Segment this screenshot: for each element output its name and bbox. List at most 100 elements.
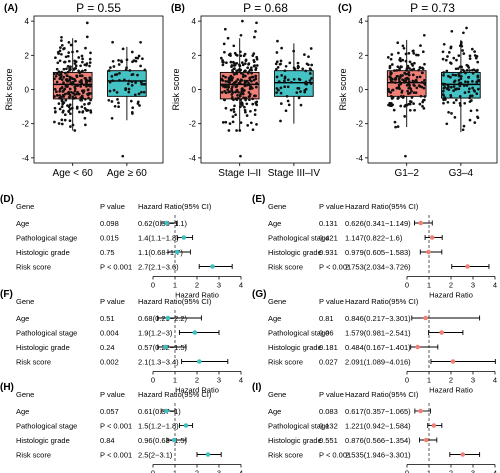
data-point <box>64 98 68 102</box>
data-point <box>387 87 390 91</box>
data-point <box>449 95 453 99</box>
data-point <box>423 79 426 82</box>
data-point <box>456 67 460 70</box>
row-gene: Histologic grade <box>16 248 70 257</box>
data-point <box>60 118 64 122</box>
data-point <box>245 114 249 117</box>
data-point <box>238 105 242 109</box>
hr-point <box>415 344 420 350</box>
data-point <box>403 79 406 83</box>
data-point <box>470 68 474 72</box>
data-point <box>241 63 245 67</box>
data-point <box>85 35 89 39</box>
data-point <box>250 71 253 75</box>
plot-title: P = 0.68 <box>243 1 288 15</box>
data-point <box>407 51 411 55</box>
data-point <box>230 95 234 99</box>
data-point <box>65 79 69 83</box>
data-point <box>416 53 420 57</box>
data-point <box>62 101 65 105</box>
data-point <box>134 81 137 84</box>
data-point <box>411 73 415 77</box>
data-point <box>126 82 130 86</box>
data-point <box>389 57 393 61</box>
data-point <box>85 21 89 25</box>
data-point <box>60 39 63 42</box>
panel-tag: (E) <box>252 194 265 205</box>
x-tick-label: 3 <box>471 376 475 385</box>
data-point <box>445 122 449 126</box>
jitter-points <box>107 40 147 158</box>
data-point <box>110 75 114 78</box>
data-point <box>233 104 236 108</box>
data-point <box>457 74 461 78</box>
data-point <box>279 102 283 105</box>
y-tick-label: 0 <box>192 86 197 95</box>
header-p-value: P value <box>100 297 125 306</box>
data-point <box>393 69 396 72</box>
data-point <box>458 101 462 105</box>
x-tick-label: 3 <box>217 281 221 290</box>
data-point <box>130 73 134 77</box>
data-point <box>451 73 455 77</box>
data-point <box>255 21 258 25</box>
data-point <box>420 71 424 75</box>
y-axis-label: Risk score <box>338 68 348 110</box>
data-point <box>389 79 393 83</box>
data-point <box>243 108 247 112</box>
data-point <box>62 75 66 79</box>
row-hazard-ratio: 2.7(2.1−3.6) <box>138 263 179 272</box>
data-point <box>77 69 80 73</box>
hr-point <box>423 315 428 321</box>
header-hazard-ratio: Hazard Ratio(95% CI) <box>138 202 212 211</box>
data-point <box>275 60 279 64</box>
hr-point <box>210 264 215 269</box>
data-point <box>57 70 61 74</box>
data-point <box>389 77 393 81</box>
data-point <box>254 68 258 72</box>
data-point <box>469 94 472 98</box>
row-hazard-ratio: 0.846(0.217−3.301) <box>345 314 411 323</box>
data-point <box>81 110 85 113</box>
data-point <box>235 72 239 76</box>
y-tick-label: -4 <box>189 154 197 163</box>
data-point <box>83 116 87 120</box>
x-tick-label: 1 <box>427 469 431 473</box>
data-point <box>89 98 92 102</box>
data-point <box>401 96 405 99</box>
data-point <box>61 110 65 114</box>
data-point <box>474 69 478 73</box>
data-point <box>305 62 309 66</box>
row-hazard-ratio: 1.9(1.2−3) <box>138 329 173 338</box>
data-point <box>252 52 256 55</box>
row-gene: Pathological stage <box>268 234 329 243</box>
data-point <box>74 39 77 43</box>
data-point <box>461 68 465 72</box>
data-point <box>390 53 394 56</box>
x-tick-label: 0 <box>151 281 155 290</box>
data-point <box>458 44 462 48</box>
data-point <box>393 120 397 124</box>
row-hazard-ratio: 1.1(0.68−1.7) <box>138 248 183 257</box>
data-point <box>411 64 415 67</box>
row-p-value: 0.002 <box>100 358 119 367</box>
data-point <box>228 52 232 56</box>
data-point <box>410 89 413 93</box>
data-point <box>120 60 124 64</box>
data-point <box>221 79 225 82</box>
data-point <box>441 93 445 96</box>
data-point <box>462 52 466 55</box>
data-point <box>80 81 83 85</box>
data-point <box>229 74 233 78</box>
header-p-value: P value <box>319 297 344 306</box>
data-point <box>307 55 310 59</box>
panel-tag: (I) <box>252 382 261 393</box>
data-point <box>75 49 79 53</box>
data-point <box>221 58 224 62</box>
data-point <box>468 87 471 91</box>
hr-point <box>183 423 189 428</box>
panel-tag: (B) <box>171 3 185 14</box>
row-p-value: P < 0.001 <box>319 451 351 460</box>
data-point <box>412 91 416 94</box>
